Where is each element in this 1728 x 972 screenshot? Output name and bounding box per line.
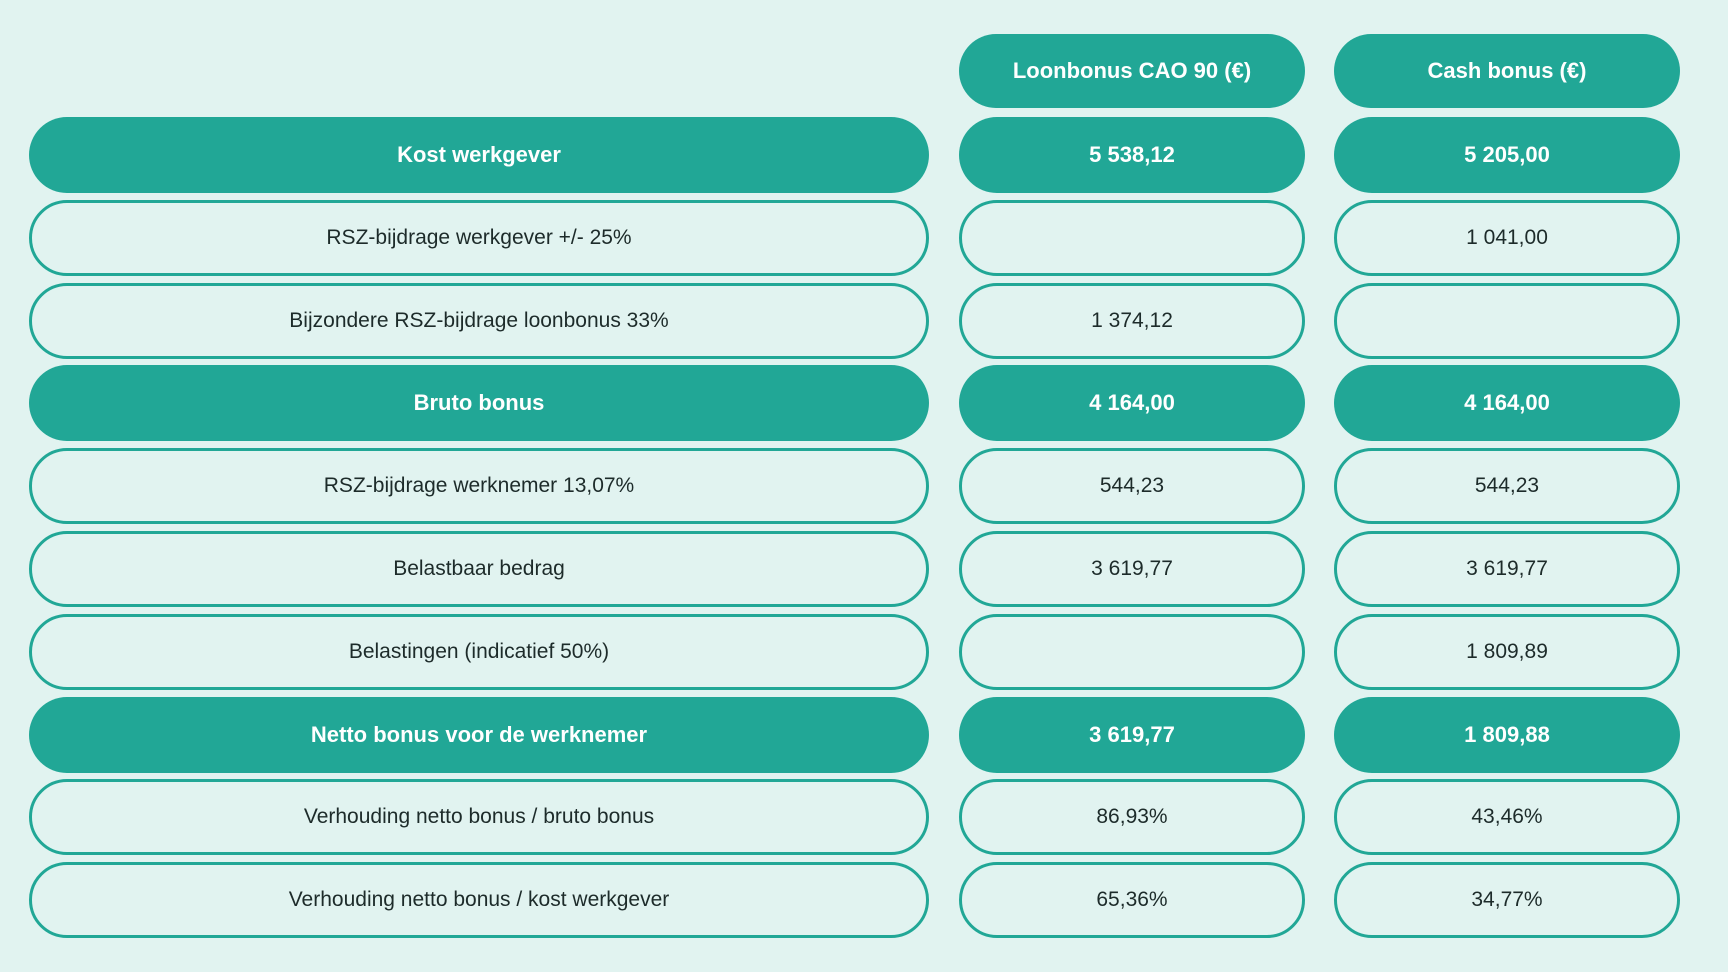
value-cash-bonus: 5 205,00 (1334, 117, 1680, 193)
row-label: Kost werkgever (29, 117, 929, 193)
value-cash-bonus: 34,77% (1334, 862, 1680, 938)
value-loonbonus: 3 619,77 (959, 697, 1305, 773)
value-loonbonus: 4 164,00 (959, 365, 1305, 441)
value-cash-bonus: 1 041,00 (1334, 200, 1680, 276)
row-label: Verhouding netto bonus / bruto bonus (29, 779, 929, 855)
value-cash-bonus: 544,23 (1334, 448, 1680, 524)
value-cash-bonus: 43,46% (1334, 779, 1680, 855)
value-cash-bonus: 1 809,89 (1334, 614, 1680, 690)
value-loonbonus: 544,23 (959, 448, 1305, 524)
value-loonbonus (959, 200, 1305, 276)
column-header-loonbonus: Loonbonus CAO 90 (€) (959, 34, 1305, 108)
row-label: Netto bonus voor de werknemer (29, 697, 929, 773)
value-loonbonus: 86,93% (959, 779, 1305, 855)
value-cash-bonus: 3 619,77 (1334, 531, 1680, 607)
value-loonbonus (959, 614, 1305, 690)
value-cash-bonus (1334, 283, 1680, 359)
value-cash-bonus: 1 809,88 (1334, 697, 1680, 773)
value-cash-bonus: 4 164,00 (1334, 365, 1680, 441)
value-loonbonus: 65,36% (959, 862, 1305, 938)
column-header-cash-bonus: Cash bonus (€) (1334, 34, 1680, 108)
row-label: Verhouding netto bonus / kost werkgever (29, 862, 929, 938)
row-label: Belastingen (indicatief 50%) (29, 614, 929, 690)
row-label: Bruto bonus (29, 365, 929, 441)
value-loonbonus: 3 619,77 (959, 531, 1305, 607)
row-label: Bijzondere RSZ-bijdrage loonbonus 33% (29, 283, 929, 359)
row-label: RSZ-bijdrage werkgever +/- 25% (29, 200, 929, 276)
value-loonbonus: 1 374,12 (959, 283, 1305, 359)
value-loonbonus: 5 538,12 (959, 117, 1305, 193)
row-label: Belastbaar bedrag (29, 531, 929, 607)
row-label: RSZ-bijdrage werknemer 13,07% (29, 448, 929, 524)
